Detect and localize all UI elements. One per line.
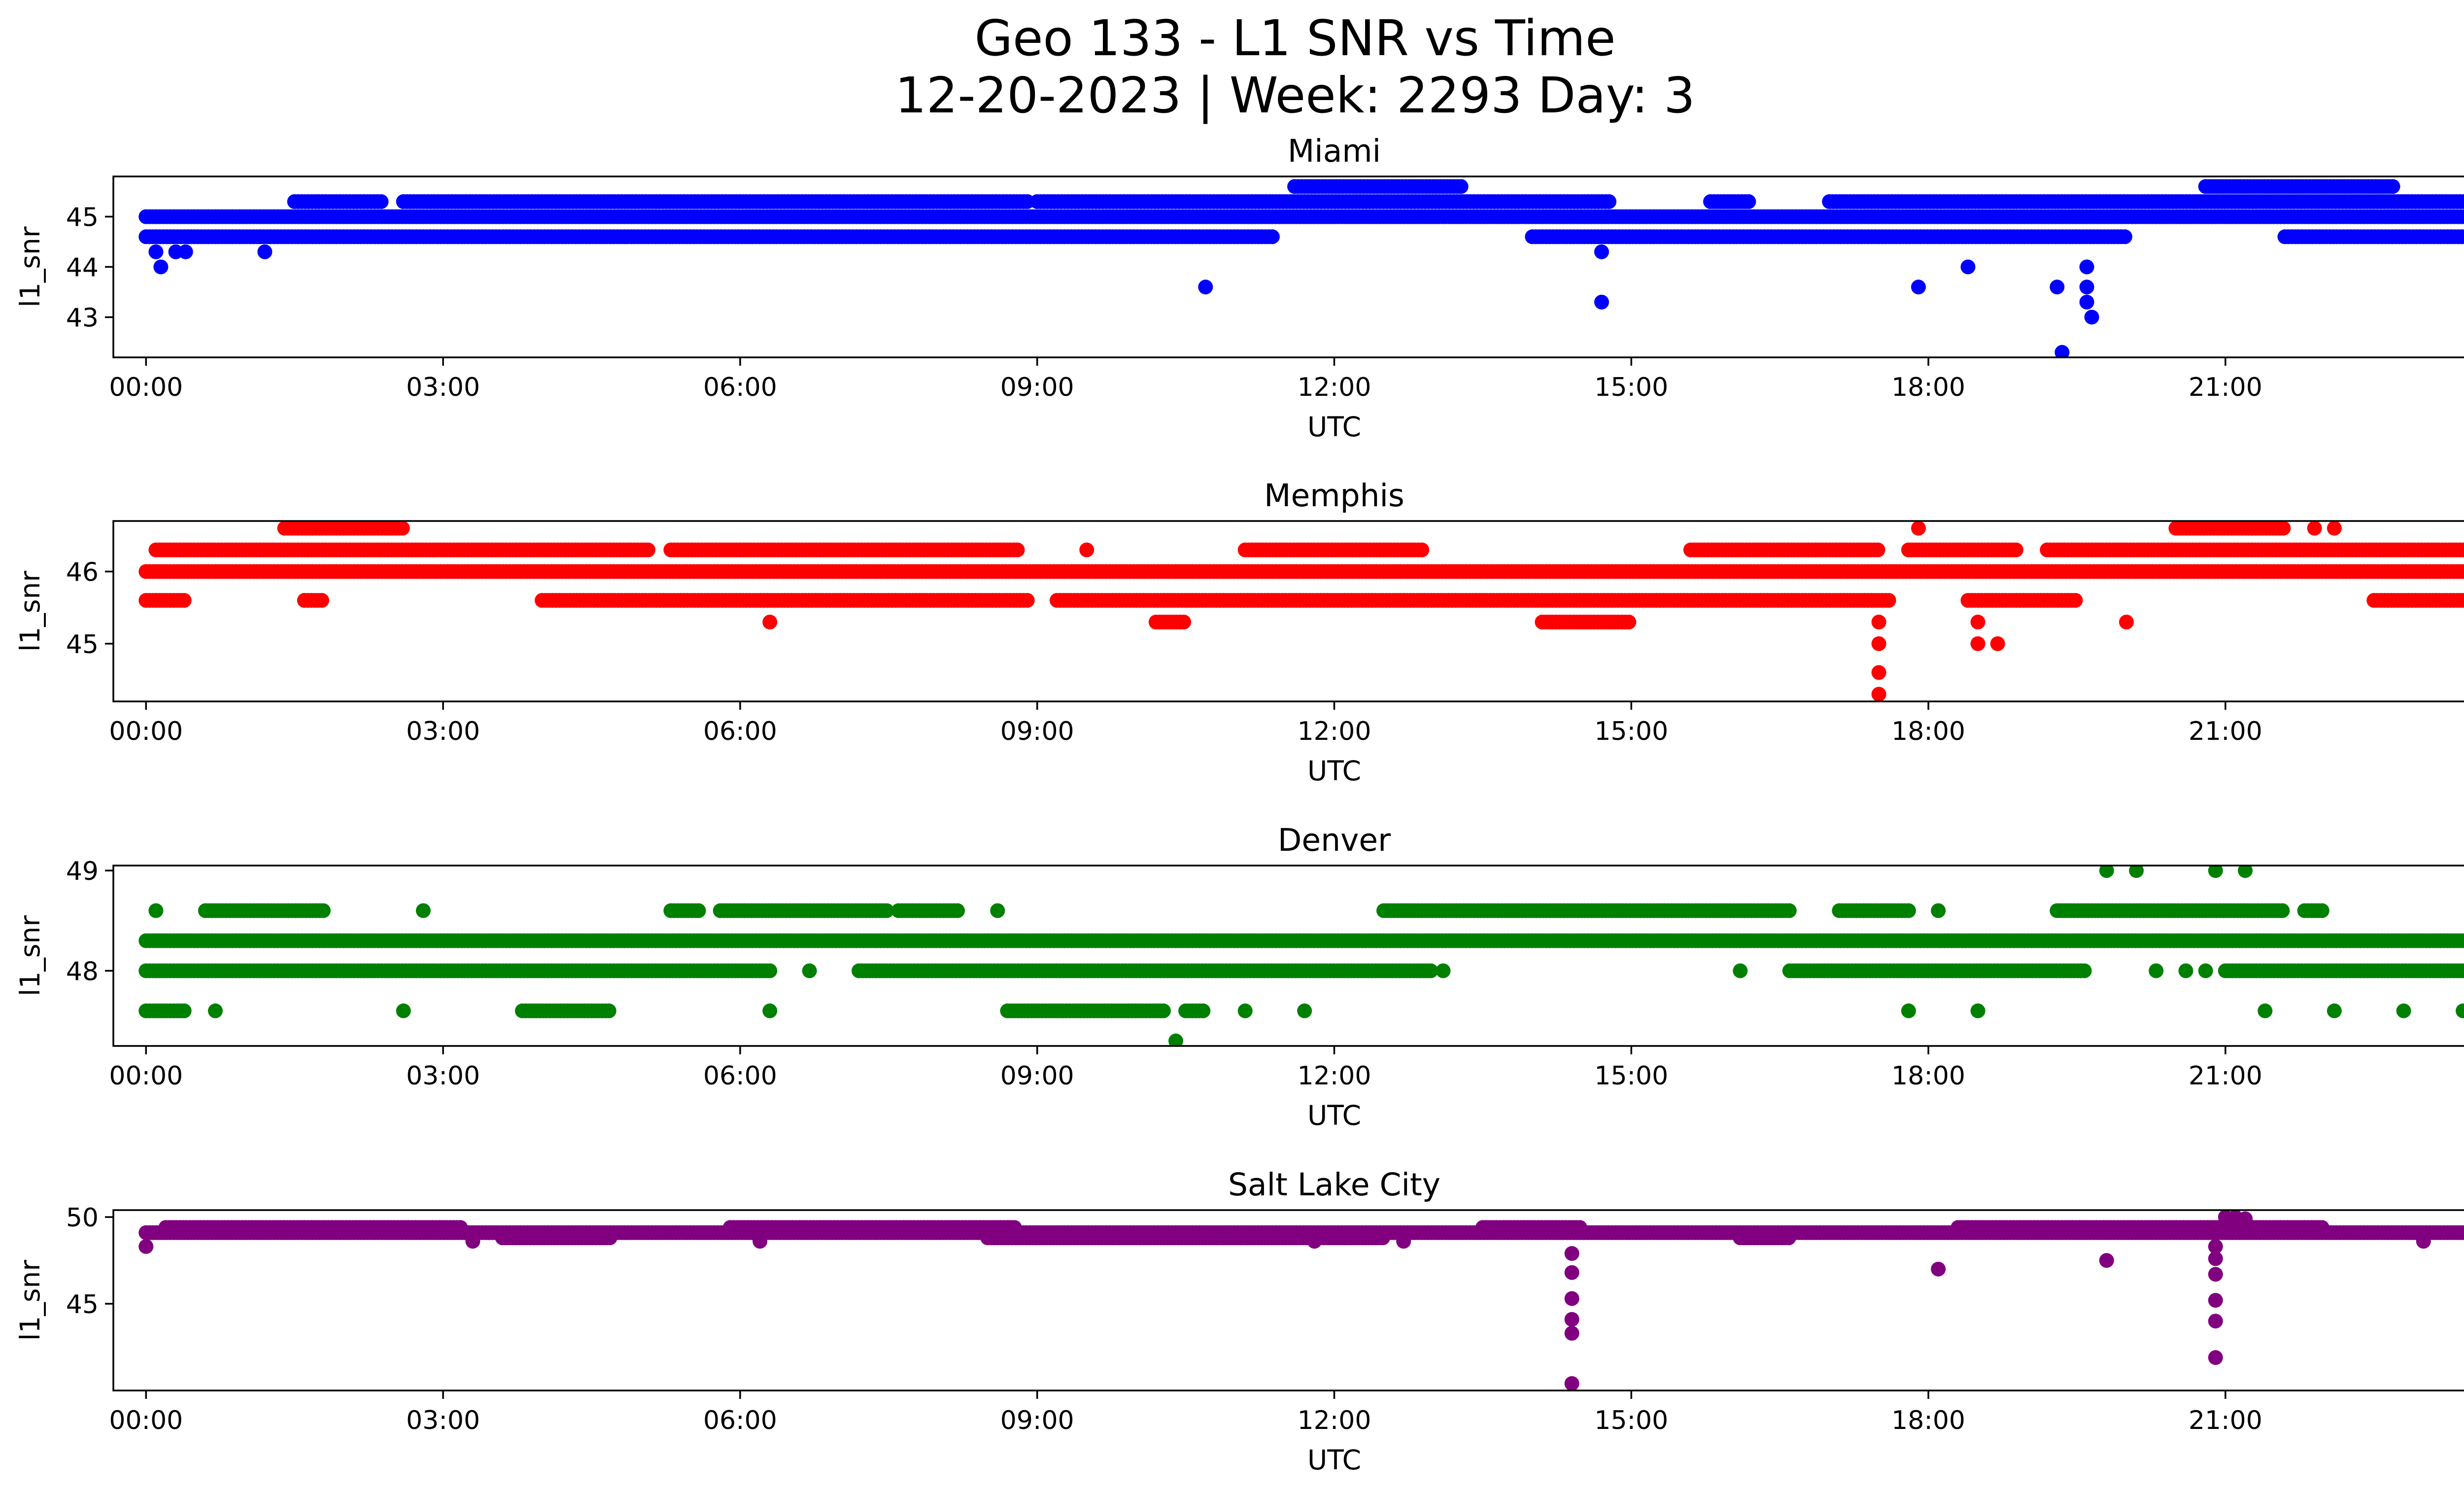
outlier-point [1198, 279, 1213, 295]
outlier-point [2054, 345, 2070, 357]
outlier-point [1079, 542, 1095, 557]
data-points [138, 866, 2464, 1046]
x-tick-label: 18:00 [1891, 717, 1965, 746]
x-tick-label: 21:00 [2189, 717, 2262, 746]
y-tick-label: 43 [66, 303, 99, 333]
x-tick-label: 15:00 [1594, 717, 1668, 746]
data-point [2068, 593, 2083, 608]
x-tick-label: 03:00 [406, 373, 480, 402]
outlier-point [2079, 259, 2094, 275]
outlier-point [1871, 687, 1886, 701]
outlier-point [1871, 615, 1886, 629]
y-tick-label: 44 [66, 253, 99, 283]
figure-title-line2: 12-20-2023 | Week: 2293 Day: 3 [895, 67, 1695, 124]
outlier-point [1871, 636, 1886, 651]
outlier-point [1911, 521, 1926, 536]
data-point [2461, 565, 2464, 578]
data-point [1453, 179, 1469, 194]
data-point [1414, 542, 1430, 557]
x-tick-label: 00:00 [109, 373, 183, 402]
data-point [762, 963, 778, 978]
outlier-point [153, 259, 169, 275]
data-point [2461, 934, 2464, 947]
x-tick-label: 09:00 [1000, 717, 1074, 746]
data-point [2461, 210, 2464, 223]
data-point [2385, 179, 2400, 194]
data-point [2077, 963, 2092, 978]
outlier-point [1990, 636, 2005, 651]
data-point [2276, 521, 2291, 536]
data-point [2460, 593, 2464, 607]
outlier-point [257, 244, 273, 259]
outlier-point [2079, 279, 2094, 295]
y-tick-label: 46 [66, 557, 99, 587]
data-point [1741, 194, 1756, 209]
x-tick-label: 12:00 [1298, 717, 1371, 746]
data-point [1423, 963, 1438, 978]
outlier-point [2307, 521, 2322, 536]
x-axis-label: UTC [1307, 755, 1361, 787]
subplot-title: Memphis [1264, 478, 1404, 514]
x-tick-label: 12:00 [1298, 373, 1371, 402]
outlier-point [1594, 244, 1609, 259]
data-point [2461, 231, 2464, 243]
data-point [1602, 194, 1617, 209]
data-point [1265, 229, 1280, 244]
data-point [2117, 229, 2132, 244]
x-axis-label: UTC [1307, 411, 1361, 443]
subplot-memphis: Memphis 00:00 03:00 06:00 09:00 12:00 15:00 18:… [14, 478, 2464, 787]
outlier-point [148, 244, 164, 259]
subplot-miami: Miami 00:00 03:00 06:00 09:00 12:00 15:00 18:00… [14, 133, 2464, 443]
data-point [2463, 545, 2464, 555]
data-point [395, 521, 410, 536]
y-axis-label: l1_snr [14, 226, 46, 307]
data-point [1020, 593, 1035, 608]
data-points [138, 521, 2464, 701]
data-point [1010, 542, 1025, 557]
x-tick-label: 00:00 [109, 717, 183, 746]
data-point [641, 542, 655, 557]
x-tick-label: 03:00 [406, 717, 480, 746]
x-tick-label: 09:00 [1000, 373, 1074, 402]
subplot-panels: Miami 00:00 03:00 06:00 09:00 12:00 15:00 18:00… [14, 133, 2464, 1476]
outlier-point [1594, 294, 1609, 310]
x-tick-label: 06:00 [703, 373, 777, 402]
x-tick-label: 21:00 [2189, 373, 2262, 402]
x-tick-label: 06:00 [703, 717, 777, 746]
subplot-title: Denver [1278, 822, 1391, 858]
outlier-point [2327, 521, 2342, 536]
outlier-point [1970, 615, 1985, 629]
outlier-point [2119, 615, 2134, 629]
data-point [1881, 593, 1896, 608]
x-tick-label: 18:00 [1891, 373, 1965, 402]
outlier-point [2079, 294, 2094, 310]
data-point [2460, 195, 2464, 209]
outlier-point [1871, 665, 1886, 680]
figure-title-line1: Geo 133 - L1 SNR vs Time [975, 9, 1616, 67]
outlier-point [1960, 259, 1976, 275]
subplot-title: Miami [1288, 133, 1381, 169]
data-point [2008, 542, 2023, 557]
outlier-point [2084, 310, 2099, 325]
y-tick-label: 45 [66, 203, 99, 233]
data-point [1176, 615, 1192, 629]
data-points [138, 179, 2464, 357]
data-point [374, 194, 389, 209]
data-point [176, 593, 192, 608]
outlier-point [1970, 636, 1985, 651]
outlier-point [762, 615, 778, 629]
y-tick-label: 45 [66, 630, 99, 660]
outlier-point [1911, 279, 1926, 295]
outlier-point [2050, 279, 2065, 295]
data-point [1621, 615, 1637, 629]
outlier-point [178, 244, 193, 259]
data-point [1870, 542, 1885, 557]
x-tick-label: 15:00 [1594, 373, 1668, 402]
y-axis-label: l1_snr [14, 571, 46, 652]
data-point [314, 593, 329, 608]
data-point [2459, 543, 2464, 557]
